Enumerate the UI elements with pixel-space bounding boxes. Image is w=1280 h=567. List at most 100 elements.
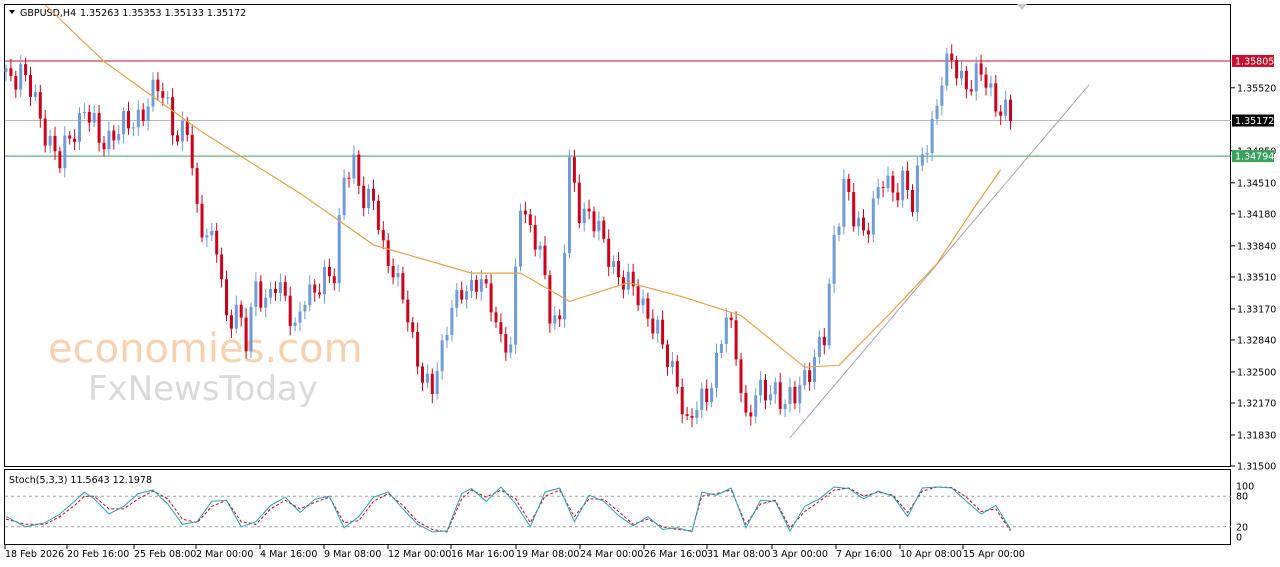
candle <box>122 107 126 144</box>
candle-body <box>146 106 150 121</box>
candle-body <box>479 279 483 292</box>
candle-body <box>617 261 620 278</box>
candle <box>519 203 522 272</box>
candle-body <box>768 394 772 401</box>
candle-body <box>264 297 268 308</box>
candle-body <box>788 386 792 404</box>
candle <box>754 388 758 424</box>
time-label: 25 Feb 08:00 <box>134 549 196 560</box>
candles <box>4 44 1012 428</box>
candle <box>974 57 978 101</box>
candle-body <box>901 170 905 201</box>
candle-body <box>597 220 601 232</box>
candle-body <box>651 318 655 334</box>
scroll-marker-icon[interactable] <box>1017 4 1027 10</box>
candle-body <box>715 352 718 388</box>
price-tick-label: 1.31830 <box>1237 430 1276 441</box>
candle-body <box>112 130 116 141</box>
candle <box>891 170 895 202</box>
time-label: 9 Mar 08:00 <box>324 549 381 560</box>
watermark: economies.com FxNewsToday <box>48 326 363 409</box>
price-tick-label: 1.34180 <box>1237 209 1276 220</box>
candle <box>102 136 106 157</box>
candle-body <box>127 111 130 129</box>
time-label: 7 Apr 16:00 <box>836 549 892 560</box>
candle <box>636 279 640 312</box>
candle <box>205 228 209 247</box>
candle-body <box>489 283 493 313</box>
candle <box>92 105 96 128</box>
candle-body <box>857 217 861 227</box>
time-label: 24 Mar 00:00 <box>580 549 643 560</box>
candle-body <box>352 154 356 179</box>
candle <box>793 381 797 410</box>
candle <box>920 147 924 172</box>
candle <box>195 162 199 213</box>
candle-body <box>896 192 900 201</box>
candle-body <box>646 298 650 319</box>
candle <box>352 145 356 185</box>
candle-body <box>793 386 797 404</box>
candle <box>274 281 277 301</box>
candle-body <box>685 414 689 416</box>
chevron-down-icon[interactable] <box>9 10 15 14</box>
candle <box>396 264 400 287</box>
candle <box>911 184 914 217</box>
candle <box>107 121 111 157</box>
candle <box>239 300 243 327</box>
candle <box>229 309 233 338</box>
candle <box>1009 94 1012 130</box>
time-label: 26 Mar 16:00 <box>644 549 707 560</box>
candle <box>327 258 331 284</box>
candle <box>131 122 135 137</box>
candle <box>813 348 816 390</box>
candle <box>313 279 317 302</box>
candle <box>357 150 361 195</box>
candle <box>719 340 723 359</box>
candle-body <box>416 331 420 367</box>
candle <box>68 131 72 145</box>
candle <box>778 372 782 415</box>
candle <box>739 352 743 403</box>
time-label: 12 Mar 00:00 <box>388 549 451 560</box>
candle <box>342 169 346 220</box>
candle <box>670 351 674 375</box>
current-price-tag: 1.35172 <box>1232 114 1274 127</box>
candle <box>1004 90 1008 121</box>
candle-body <box>558 315 562 320</box>
candle-body <box>166 97 170 99</box>
candle-body <box>969 89 973 92</box>
candle-body <box>14 75 18 90</box>
candle-body <box>729 317 733 321</box>
candle <box>455 282 459 318</box>
candle <box>200 194 204 243</box>
candle <box>984 67 988 96</box>
candle-body <box>73 138 77 142</box>
candle-body <box>631 271 635 287</box>
candle-body <box>421 366 424 383</box>
candle <box>4 64 8 82</box>
watermark-fxnewstoday: FxNewsToday <box>88 369 318 409</box>
candle <box>425 364 429 388</box>
candle-body <box>19 64 23 90</box>
ohlc-readout: 1.35263 1.35353 1.35133 1.35172 <box>80 8 246 19</box>
candle <box>695 401 699 425</box>
candle-body <box>749 412 753 417</box>
candle-body <box>695 409 699 418</box>
candle <box>641 289 645 314</box>
candle-body <box>724 317 728 344</box>
candle <box>690 408 694 428</box>
candle-body <box>450 307 454 335</box>
candle-body <box>337 215 341 284</box>
stoch-panel-frame <box>4 469 1231 545</box>
price-levels <box>5 60 1231 157</box>
candle-body <box>303 304 307 312</box>
candle-body <box>950 53 954 61</box>
candle <box>190 125 194 176</box>
stoch-main-line <box>5 486 1011 533</box>
candle <box>460 281 464 304</box>
candle-body <box>930 118 934 153</box>
candle <box>710 382 714 408</box>
candle <box>675 355 679 394</box>
